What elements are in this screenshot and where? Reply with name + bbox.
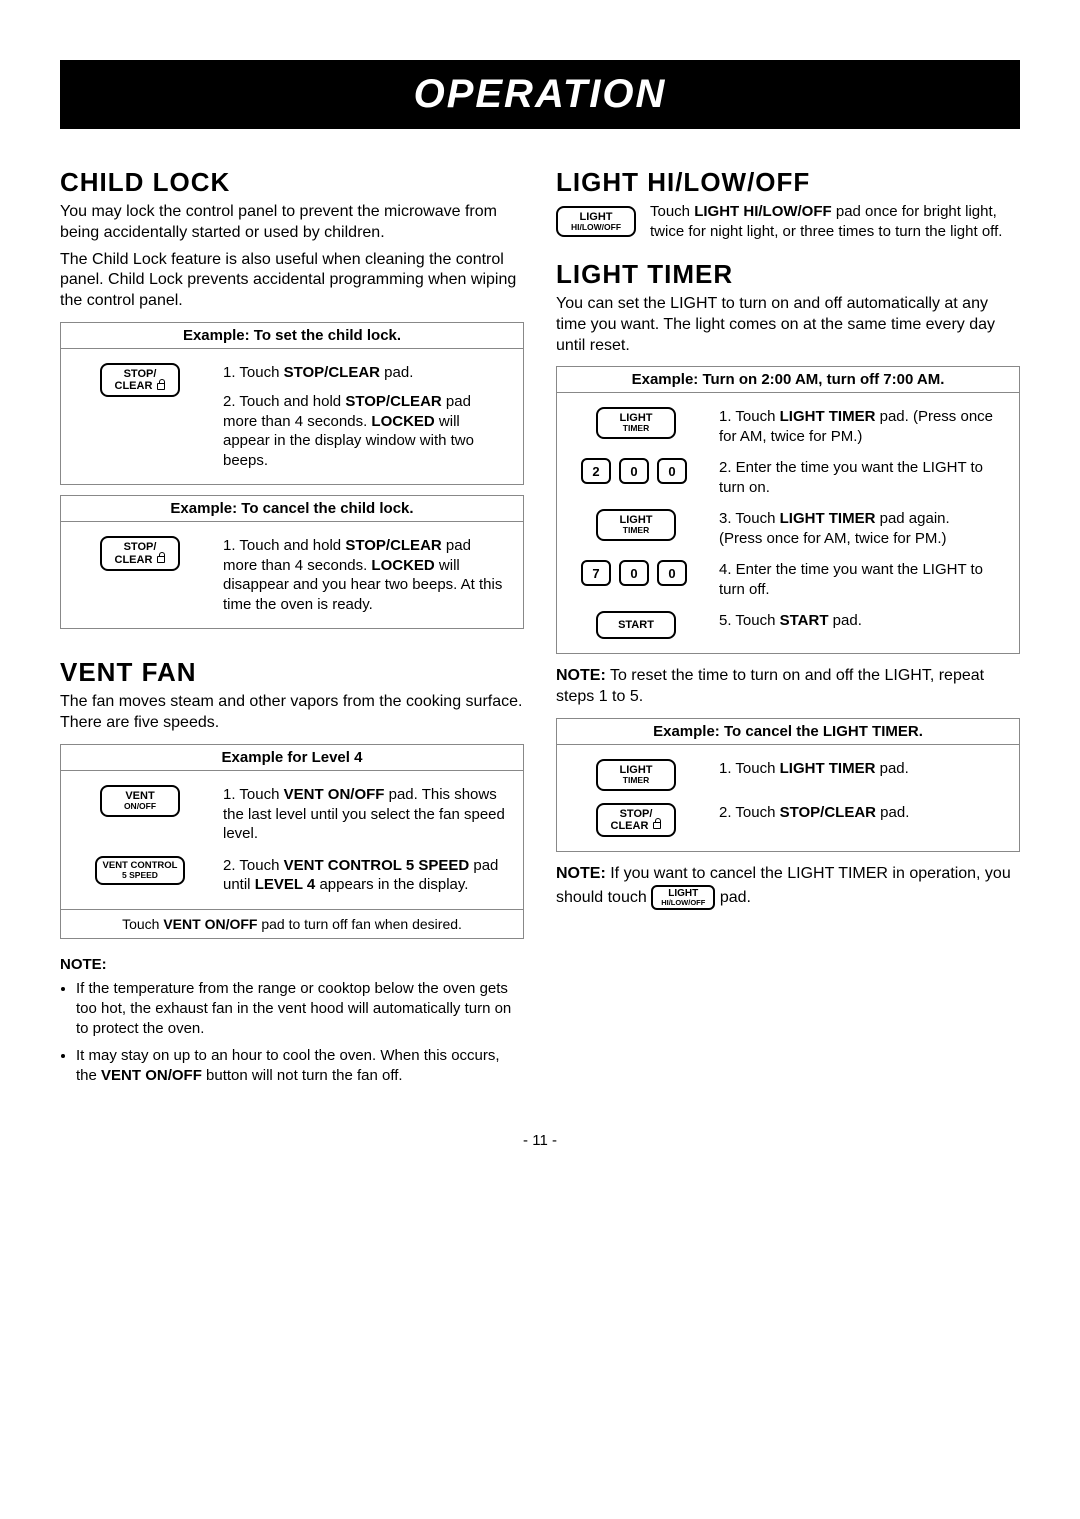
- note-item: If the temperature from the range or coo…: [76, 979, 524, 1040]
- child-lock-title: CHILD LOCK: [60, 167, 524, 198]
- step-text: 1. Touch and hold STOP/CLEAR pad more th…: [223, 536, 509, 614]
- left-column: CHILD LOCK You may lock the control pane…: [60, 153, 524, 1092]
- vent-fan-example: Example for Level 4 VENT ON/OFF 1. Touch…: [60, 744, 524, 939]
- example-header: Example: To cancel the child lock.: [61, 496, 523, 522]
- light-timer-set-example: Example: Turn on 2:00 AM, turn off 7:00 …: [556, 366, 1020, 654]
- step-text: 2. Enter the time you want the LIGHT to …: [719, 458, 1005, 497]
- light-hilow-text: Touch LIGHT HI/LOW/OFF pad once for brig…: [650, 202, 1020, 241]
- step-text: 2. Touch VENT CONTROL 5 SPEED pad until …: [223, 856, 509, 895]
- vent-onoff-pad: VENT ON/OFF: [100, 785, 180, 816]
- light-timer-note1: NOTE: To reset the time to turn on and o…: [556, 666, 1020, 708]
- child-lock-p1: You may lock the control panel to preven…: [60, 202, 524, 244]
- light-hilowoff-pad: LIGHT HI/LOW/OFF: [556, 206, 636, 237]
- lock-icon: [157, 383, 165, 390]
- child-lock-p2: The Child Lock feature is also useful wh…: [60, 250, 524, 312]
- step-text: 2. Touch STOP/CLEAR pad.: [719, 803, 1005, 823]
- vent-control-pad: VENT CONTROL 5 SPEED: [95, 856, 186, 886]
- note-item: It may stay on up to an hour to cool the…: [76, 1046, 524, 1087]
- step-text: 1. Touch LIGHT TIMER pad.: [719, 759, 1005, 779]
- operation-banner: OPERATION: [60, 60, 1020, 129]
- light-timer-cancel-example: Example: To cancel the LIGHT TIMER. LIGH…: [556, 718, 1020, 852]
- example-header: Example: Turn on 2:00 AM, turn off 7:00 …: [557, 367, 1019, 393]
- page: OPERATION CHILD LOCK You may lock the co…: [0, 0, 1080, 1189]
- vent-footer-note: Touch VENT ON/OFF pad to turn off fan wh…: [61, 909, 523, 938]
- child-lock-cancel-example: Example: To cancel the child lock. STOP/…: [60, 495, 524, 629]
- digit-pad: 0: [657, 560, 687, 586]
- stop-clear-pad: STOP/ CLEAR: [100, 363, 180, 397]
- digit-pad: 0: [619, 560, 649, 586]
- lock-icon: [653, 822, 661, 829]
- light-timer-pad: LIGHT TIMER: [596, 759, 676, 790]
- light-hilowoff-pad-inline: LIGHT HI/LOW/OFF: [651, 885, 715, 911]
- example-header: Example: To set the child lock.: [61, 323, 523, 349]
- light-timer-pad: LIGHT TIMER: [596, 509, 676, 540]
- page-number: - 11 -: [60, 1132, 1020, 1149]
- digit-pad: 2: [581, 458, 611, 484]
- digit-pad: 0: [619, 458, 649, 484]
- light-hilow-row: LIGHT HI/LOW/OFF Touch LIGHT HI/LOW/OFF …: [556, 202, 1020, 241]
- light-timer-title: LIGHT TIMER: [556, 259, 1020, 290]
- example-header: Example for Level 4: [61, 745, 523, 771]
- step-text: 4. Enter the time you want the LIGHT to …: [719, 560, 1005, 599]
- light-timer-p1: You can set the LIGHT to turn on and off…: [556, 294, 1020, 356]
- stop-clear-pad: STOP/ CLEAR: [596, 803, 676, 837]
- digit-pad: 0: [657, 458, 687, 484]
- right-column: LIGHT HI/LOW/OFF LIGHT HI/LOW/OFF Touch …: [556, 153, 1020, 1092]
- start-pad: START: [596, 611, 676, 639]
- light-timer-pad: LIGHT TIMER: [596, 407, 676, 438]
- columns: CHILD LOCK You may lock the control pane…: [60, 153, 1020, 1092]
- digit-pad: 7: [581, 560, 611, 586]
- vent-note: NOTE: If the temperature from the range …: [60, 955, 524, 1087]
- light-timer-note2: NOTE: If you want to cancel the LIGHT TI…: [556, 864, 1020, 910]
- step-text: 3. Touch LIGHT TIMER pad again. (Press o…: [719, 509, 1005, 548]
- stop-clear-pad: STOP/ CLEAR: [100, 536, 180, 570]
- step-text: 1. Touch LIGHT TIMER pad. (Press once fo…: [719, 407, 1005, 446]
- step-text: 1. Touch STOP/CLEAR pad. 2. Touch and ho…: [223, 363, 509, 471]
- light-hilow-title: LIGHT HI/LOW/OFF: [556, 167, 1020, 198]
- step-text: 5. Touch START pad.: [719, 611, 1005, 631]
- child-lock-set-example: Example: To set the child lock. STOP/ CL…: [60, 322, 524, 486]
- step-text: 1. Touch VENT ON/OFF pad. This shows the…: [223, 785, 509, 844]
- lock-icon: [157, 556, 165, 563]
- example-header: Example: To cancel the LIGHT TIMER.: [557, 719, 1019, 745]
- vent-fan-title: VENT FAN: [60, 657, 524, 688]
- vent-fan-p1: The fan moves steam and other vapors fro…: [60, 692, 524, 734]
